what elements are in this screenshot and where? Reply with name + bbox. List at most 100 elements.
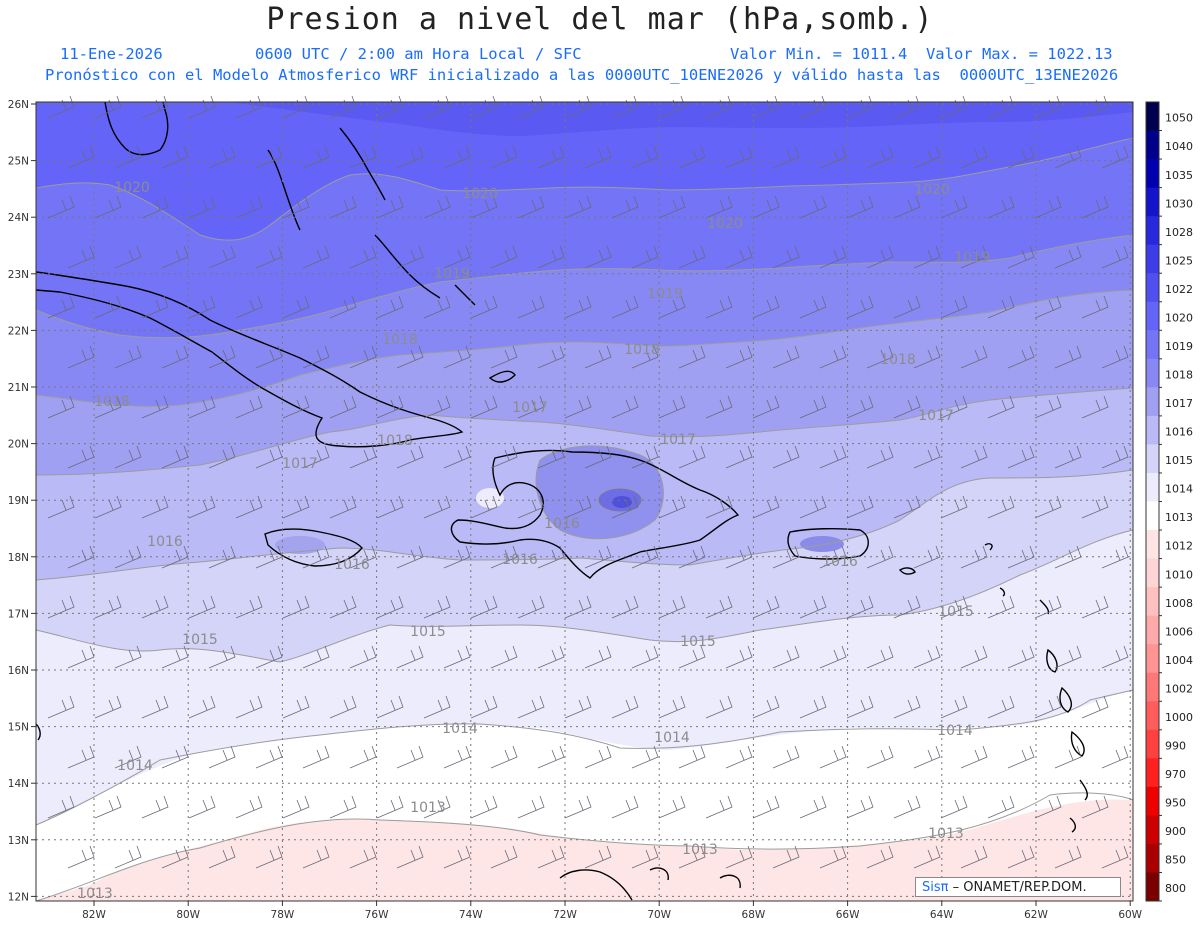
wind-barb <box>1101 745 1129 769</box>
wind-barb <box>893 795 921 819</box>
wind-barb <box>141 195 169 219</box>
wind-barb <box>799 395 827 419</box>
wind-barb <box>631 245 659 269</box>
lat-label: 12N <box>8 891 29 903</box>
wind-barb <box>423 595 451 619</box>
isobar-1014 <box>35 689 1134 826</box>
wind-barb <box>376 695 404 719</box>
colorbar-label: 1014 <box>1165 483 1193 496</box>
wind-barb <box>235 695 263 719</box>
wind-barb <box>302 845 330 869</box>
colorbar-label: 1017 <box>1165 397 1193 410</box>
wind-barb <box>678 845 706 869</box>
wind-barb <box>490 345 518 369</box>
wind-barb <box>866 745 894 769</box>
wind-barb <box>772 445 800 469</box>
wind-barb <box>282 395 310 419</box>
wind-barb <box>1034 595 1062 619</box>
wind-barb <box>1034 195 1062 219</box>
high-haiti-gulf <box>476 488 504 508</box>
colorbar-label: 990 <box>1165 739 1186 752</box>
wind-barb <box>470 795 498 819</box>
wind-barb <box>584 745 612 769</box>
wind-barb <box>161 545 189 569</box>
wind-barb <box>799 595 827 619</box>
wind-barb <box>255 145 283 169</box>
wind-barb <box>705 295 733 319</box>
colorbar-label: 1010 <box>1165 568 1193 581</box>
wind-barb <box>255 845 283 869</box>
wind-barb <box>1101 245 1129 269</box>
wind-barb <box>1007 445 1035 469</box>
wind-barb <box>161 445 189 469</box>
wind-barb <box>564 595 592 619</box>
wind-barb <box>376 795 404 819</box>
coast-inagua <box>488 370 516 383</box>
wind-barb <box>208 445 236 469</box>
wind-barb <box>94 195 122 219</box>
wind-barb <box>913 245 941 269</box>
wind-barb <box>255 245 283 269</box>
coast-bahamas-4 <box>454 284 476 306</box>
contour-label: 1018 <box>624 342 660 358</box>
wind-barb <box>1101 145 1129 169</box>
forecast-date: 11-Ene-2026 <box>60 45 163 63</box>
wind-barb <box>631 545 659 569</box>
colorbar-swatch <box>1146 758 1159 788</box>
wind-barb <box>631 345 659 369</box>
wind-barb <box>1101 645 1129 669</box>
coast-south-america <box>559 867 741 901</box>
colorbar-label: 1004 <box>1165 654 1193 667</box>
wind-barb <box>564 495 592 519</box>
wind-barb <box>913 745 941 769</box>
wind-barb <box>443 745 471 769</box>
colorbar-label: 900 <box>1165 825 1186 838</box>
wind-barb <box>423 495 451 519</box>
wind-barb <box>658 795 686 819</box>
wind-barb <box>819 745 847 769</box>
wind-barb <box>772 845 800 869</box>
wind-barb <box>960 745 988 769</box>
wind-barb <box>799 195 827 219</box>
wind-barb <box>141 395 169 419</box>
wind-barb <box>396 745 424 769</box>
wind-barb <box>423 295 451 319</box>
wind-barb <box>161 345 189 369</box>
wind-barb <box>913 545 941 569</box>
pressure-bands <box>36 102 1133 901</box>
lat-label: 17N <box>8 608 29 620</box>
colorbar-swatch <box>1146 815 1159 845</box>
contour-label: 1015 <box>410 624 446 640</box>
latitude-axis: 26N 25N 24N 23N 22N 21N 20N 19N 18N 17N 16N 15N 14N 1… <box>8 99 36 903</box>
lon-label: 62W <box>1024 909 1048 921</box>
graticule <box>36 102 1133 901</box>
colorbar-swatch <box>1146 644 1159 674</box>
wind-barb <box>1034 795 1062 819</box>
colorbar-label: 1030 <box>1165 197 1193 210</box>
wind-barb <box>893 595 921 619</box>
wind-barb <box>752 395 780 419</box>
wind-barb <box>611 695 639 719</box>
wind-barb <box>470 595 498 619</box>
lat-label: 23N <box>8 269 29 281</box>
wind-barb <box>537 545 565 569</box>
wind-barb <box>866 145 894 169</box>
wind-barb <box>537 145 565 169</box>
wind-barb <box>752 695 780 719</box>
wind-barb <box>866 845 894 869</box>
wind-barb <box>376 295 404 319</box>
wind-barb <box>846 695 874 719</box>
wind-barb <box>584 245 612 269</box>
wind-barb <box>470 495 498 519</box>
wind-barb <box>302 745 330 769</box>
wind-barb <box>940 395 968 419</box>
lat-label: 25N <box>8 156 29 168</box>
wind-barb <box>208 245 236 269</box>
wind-barb <box>846 395 874 419</box>
wind-barb <box>913 845 941 869</box>
wind-barb <box>282 695 310 719</box>
wind-barb <box>141 695 169 719</box>
lat-label: 20N <box>8 439 29 451</box>
wind-barb <box>208 545 236 569</box>
coast-bahamas-2 <box>339 127 386 201</box>
